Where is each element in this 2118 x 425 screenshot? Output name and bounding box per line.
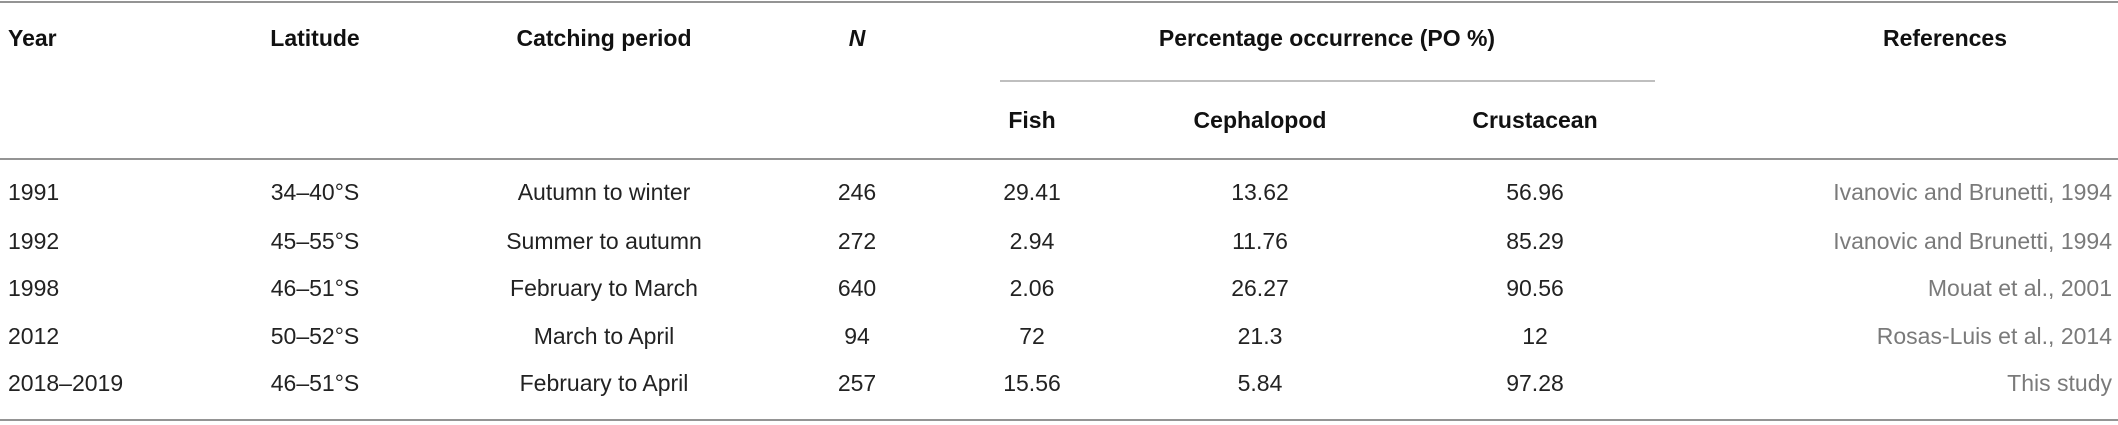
- column-header: Catching period: [516, 25, 691, 51]
- column-header: Latitude: [270, 25, 359, 51]
- cell: 2018–2019: [8, 370, 123, 396]
- column-header: References: [1883, 25, 2007, 51]
- cell: 257: [838, 370, 876, 396]
- reference: Rosas-Luis et al., 2014: [1877, 323, 2112, 349]
- reference: This study: [2007, 370, 2112, 396]
- cell: Autumn to winter: [518, 179, 691, 205]
- cell: 46–51°S: [271, 275, 360, 301]
- cell: March to April: [534, 323, 675, 349]
- group-header: Percentage occurrence (PO %): [1159, 25, 1495, 51]
- cell: 12: [1522, 323, 1548, 349]
- cell: 45–55°S: [271, 228, 360, 254]
- column-header: Fish: [1008, 107, 1055, 133]
- cell: February to April: [520, 370, 689, 396]
- cell: 640: [838, 275, 876, 301]
- reference: Ivanovic and Brunetti, 1994: [1833, 179, 2112, 205]
- cell: 50–52°S: [271, 323, 360, 349]
- cell: 97.28: [1506, 370, 1564, 396]
- cell: 1991: [8, 179, 59, 205]
- cell: 5.84: [1238, 370, 1283, 396]
- cell: 56.96: [1506, 179, 1564, 205]
- cell: 2.94: [1010, 228, 1055, 254]
- cell: 21.3: [1238, 323, 1283, 349]
- cell: 29.41: [1003, 179, 1061, 205]
- cell: 2012: [8, 323, 59, 349]
- cell: 272: [838, 228, 876, 254]
- cell: February to March: [510, 275, 698, 301]
- cell: 1998: [8, 275, 59, 301]
- reference: Mouat et al., 2001: [1928, 275, 2112, 301]
- cell: 94: [844, 323, 870, 349]
- cell: Summer to autumn: [506, 228, 702, 254]
- cell: 2.06: [1010, 275, 1055, 301]
- cell: 85.29: [1506, 228, 1564, 254]
- cell: 26.27: [1231, 275, 1289, 301]
- cell: 72: [1019, 323, 1045, 349]
- cell: 1992: [8, 228, 59, 254]
- cell: 246: [838, 179, 876, 205]
- cell: 13.62: [1231, 179, 1289, 205]
- reference: Ivanovic and Brunetti, 1994: [1833, 228, 2112, 254]
- column-header: Year: [8, 25, 57, 51]
- cell: 11.76: [1232, 228, 1288, 254]
- cell: 34–40°S: [271, 179, 360, 205]
- column-header: N: [849, 25, 866, 51]
- cell: 15.56: [1003, 370, 1061, 396]
- cell: 46–51°S: [271, 370, 360, 396]
- cell: 90.56: [1506, 275, 1564, 301]
- column-header: Cephalopod: [1194, 107, 1327, 133]
- column-header: Crustacean: [1472, 107, 1597, 133]
